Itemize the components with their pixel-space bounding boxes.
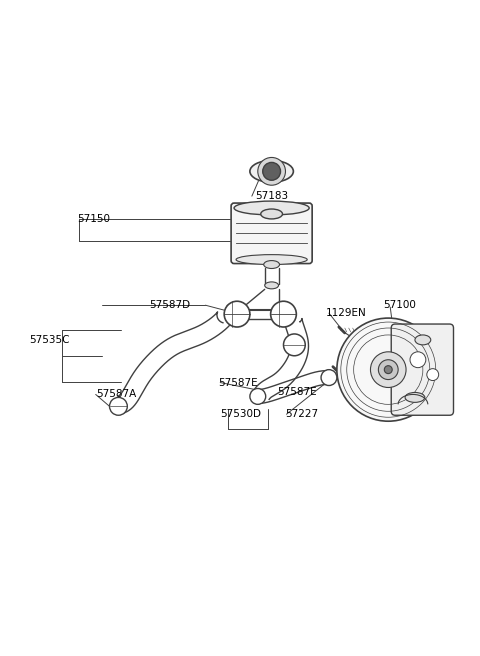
Ellipse shape [405,392,425,402]
Text: 57587E: 57587E [218,378,258,388]
Text: 57587E: 57587E [277,388,317,398]
Ellipse shape [250,161,293,182]
Ellipse shape [261,209,283,219]
Text: 57587D: 57587D [149,300,190,310]
Circle shape [410,352,426,367]
Circle shape [284,334,305,356]
Circle shape [321,369,337,386]
Ellipse shape [415,335,431,345]
Text: 57587A: 57587A [96,390,137,400]
Text: 1129EN: 1129EN [326,308,367,318]
Text: 57100: 57100 [384,300,416,310]
Text: 57150: 57150 [77,214,110,224]
Circle shape [263,163,280,180]
Circle shape [109,398,127,415]
Ellipse shape [264,260,279,268]
Text: 57535C: 57535C [29,335,70,345]
Circle shape [371,352,406,388]
Ellipse shape [236,255,307,264]
FancyBboxPatch shape [391,324,454,415]
Circle shape [384,365,392,374]
Ellipse shape [234,201,309,215]
Circle shape [271,301,296,327]
Circle shape [337,318,440,421]
Circle shape [224,301,250,327]
Circle shape [427,369,439,380]
Text: 57183: 57183 [255,191,288,201]
Ellipse shape [264,282,278,289]
FancyBboxPatch shape [231,203,312,264]
Text: 57530D: 57530D [220,409,261,419]
Circle shape [258,157,286,185]
Circle shape [378,359,398,380]
Circle shape [250,388,266,404]
Text: 57227: 57227 [286,409,319,419]
